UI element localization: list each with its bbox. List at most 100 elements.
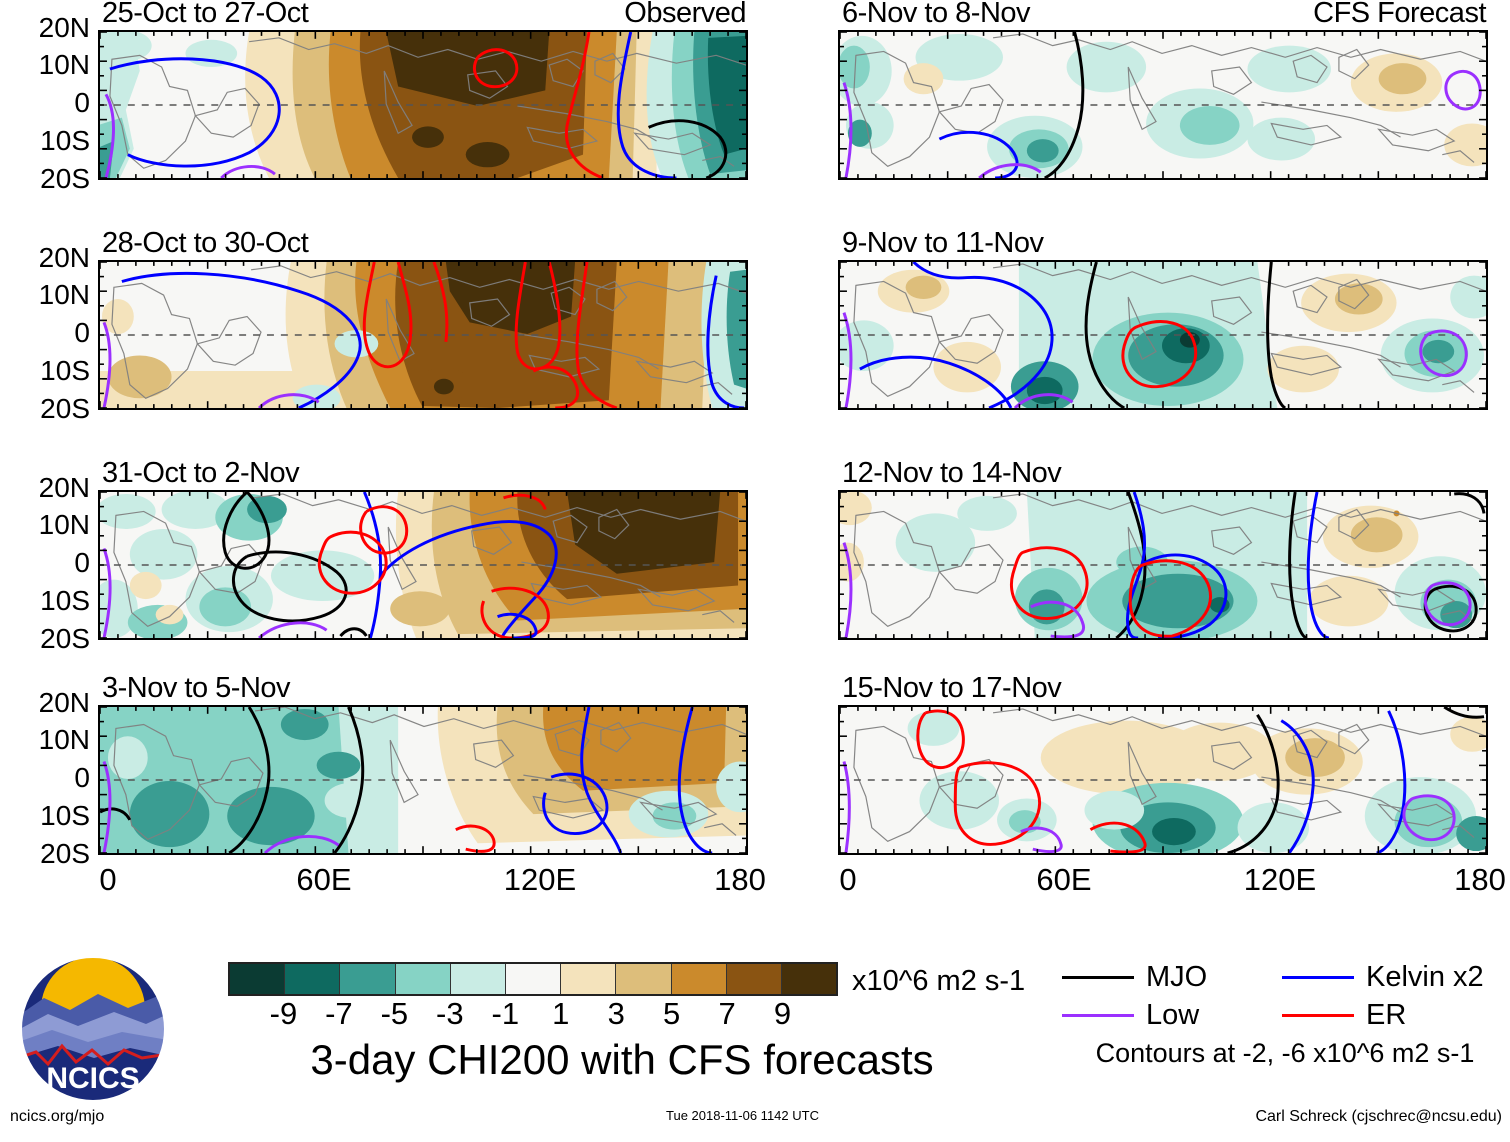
- colorbar[interactable]: [228, 962, 838, 996]
- map-svg: [840, 707, 1486, 853]
- x-tick-60E: 60E: [296, 862, 352, 897]
- x-tick-0: 0: [99, 862, 117, 897]
- colorbar-tick: 5: [662, 996, 681, 1031]
- map-area[interactable]: [838, 490, 1488, 640]
- legend-label: Low: [1146, 998, 1200, 1031]
- y-axis-labels-row2: 20N 10N 0 10S 20S: [0, 244, 96, 423]
- ncics-logo: NCICS: [18, 954, 168, 1104]
- colorbar-segment: [395, 964, 451, 994]
- legend-row: MJO Kelvin x2: [1062, 958, 1502, 996]
- legend-label: Kelvin x2: [1366, 960, 1484, 993]
- panel-grid: 20N 10N 0 10S 20S 20N 10N 0 10S 20S 20N …: [0, 0, 1506, 902]
- panel-forecast-2[interactable]: 9-Nov to 11-Nov: [838, 227, 1488, 410]
- y-tick-20S: 20S: [40, 838, 90, 869]
- y-axis-labels-row4: 20N 10N 0 10S 20S: [0, 689, 96, 868]
- panel-title: 6-Nov to 8-Nov: [842, 0, 1031, 29]
- y-tick-20N: 20N: [38, 687, 90, 718]
- x-axis-right: 0 60E 120E 180: [838, 862, 1505, 902]
- colorbar-tick: 1: [552, 996, 570, 1031]
- map-area[interactable]: [838, 260, 1488, 410]
- x-tick-120E: 120E: [503, 862, 577, 897]
- footer-url[interactable]: ncics.org/mjo: [10, 1108, 105, 1125]
- panel-forecast-3[interactable]: 12-Nov to 14-Nov: [838, 457, 1488, 640]
- map-svg: [100, 262, 746, 408]
- map-area[interactable]: [98, 30, 748, 180]
- map-svg: [100, 492, 746, 638]
- colorbar-tick: 9: [773, 996, 792, 1031]
- map-area[interactable]: [98, 705, 748, 855]
- map-area[interactable]: [838, 30, 1488, 180]
- footer-timestamp: Tue 2018-11-06 1142 UTC: [666, 1108, 819, 1123]
- y-tick-10N: 10N: [38, 279, 90, 310]
- legend-item-kelvin[interactable]: Kelvin x2: [1282, 961, 1502, 994]
- colorbar-units-label: x10^6 m2 s-1: [852, 965, 1026, 997]
- panel-title: 15-Nov to 17-Nov: [842, 672, 1062, 704]
- y-tick-0: 0: [74, 87, 90, 118]
- panel-observed-4[interactable]: 3-Nov to 5-Nov: [98, 672, 748, 855]
- map-svg: [840, 492, 1486, 638]
- y-tick-0: 0: [74, 762, 90, 793]
- y-tick-20S: 20S: [40, 623, 90, 654]
- y-tick-10N: 10N: [38, 49, 90, 80]
- colorbar-segment: [616, 964, 672, 994]
- chart-title: 3-day CHI200 with CFS forecasts: [310, 1036, 934, 1083]
- legend-item-er[interactable]: ER: [1282, 999, 1502, 1032]
- y-tick-10S: 10S: [40, 585, 90, 616]
- map-area[interactable]: [98, 490, 748, 640]
- y-tick-10N: 10N: [38, 509, 90, 540]
- footer-author[interactable]: Carl Schreck (cjschrec@ncsu.edu): [1255, 1108, 1502, 1125]
- footer-section: NCICS -9 -7 -5 -3 -1 1 3 5 7 9 x10^6 m2 …: [0, 938, 1510, 1142]
- colorbar-segment: [450, 964, 506, 994]
- map-area[interactable]: [838, 705, 1488, 855]
- kelvin-line-icon: [1282, 975, 1354, 979]
- panel-title: 12-Nov to 14-Nov: [842, 457, 1062, 489]
- legend-label: ER: [1366, 998, 1407, 1031]
- panel-observed-2[interactable]: 28-Oct to 30-Oct: [98, 227, 748, 410]
- panel-title: 3-Nov to 5-Nov: [102, 672, 291, 704]
- panel-observed-1[interactable]: 25-Oct to 27-Oct Observed: [98, 0, 748, 180]
- panel-title: 31-Oct to 2-Nov: [102, 457, 300, 489]
- x-tick-180: 180: [714, 862, 766, 897]
- y-tick-10S: 10S: [40, 800, 90, 831]
- x-tick-0: 0: [839, 862, 857, 897]
- map-area[interactable]: [98, 260, 748, 410]
- panel-corner-label: CFS Forecast: [1313, 0, 1486, 29]
- contour-legend: MJO Kelvin x2 Low ER: [1062, 958, 1502, 1034]
- y-tick-0: 0: [74, 317, 90, 348]
- colorbar-segment: [561, 964, 617, 994]
- colorbar-tick: -3: [436, 996, 464, 1031]
- y-tick-10N: 10N: [38, 724, 90, 755]
- panel-forecast-4[interactable]: 15-Nov to 17-Nov: [838, 672, 1488, 855]
- colorbar-tick: 7: [718, 996, 736, 1031]
- colorbar-tick: -1: [491, 996, 520, 1031]
- panel-title: 28-Oct to 30-Oct: [102, 227, 309, 259]
- legend-label: MJO: [1146, 960, 1208, 993]
- y-tick-20N: 20N: [38, 242, 90, 273]
- colorbar-segment: [781, 964, 837, 994]
- panel-forecast-1[interactable]: 6-Nov to 8-Nov CFS Forecast: [838, 0, 1488, 180]
- panel-corner-label: Observed: [624, 0, 746, 29]
- legend-item-low[interactable]: Low: [1062, 999, 1282, 1032]
- y-tick-20S: 20S: [40, 163, 90, 194]
- colorbar-tick-labels: -9 -7 -5 -3 -1 1 3 5 7 9: [228, 996, 838, 1032]
- map-svg: [100, 32, 746, 178]
- colorbar-tick: -7: [325, 996, 353, 1031]
- colorbar-tick: -5: [380, 996, 409, 1031]
- colorbar-segment: [340, 964, 396, 994]
- panel-title: 25-Oct to 27-Oct: [102, 0, 309, 29]
- map-svg: [840, 262, 1486, 408]
- map-svg: [840, 32, 1486, 178]
- panel-observed-3[interactable]: 31-Oct to 2-Nov: [98, 457, 748, 640]
- colorbar-tick: 3: [607, 996, 625, 1031]
- y-axis-labels-row1: 20N 10N 0 10S 20S: [0, 14, 96, 193]
- y-tick-10S: 10S: [40, 125, 90, 156]
- legend-item-mjo[interactable]: MJO: [1062, 961, 1282, 994]
- legend-row: Low ER: [1062, 996, 1502, 1034]
- x-tick-120E: 120E: [1243, 862, 1317, 897]
- y-axis-labels-row3: 20N 10N 0 10S 20S: [0, 474, 96, 653]
- er-line-icon: [1282, 1013, 1354, 1017]
- colorbar-segment: [285, 964, 341, 994]
- x-axis-left: 0 60E 120E 180: [98, 862, 765, 902]
- colorbar-segment: [505, 964, 562, 994]
- x-tick-180: 180: [1454, 862, 1506, 897]
